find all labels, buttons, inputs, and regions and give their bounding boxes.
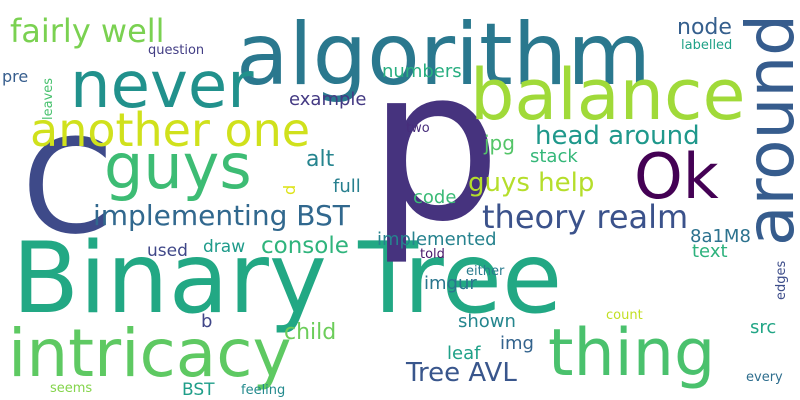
word-either: either bbox=[466, 264, 505, 279]
word-stack: stack bbox=[530, 146, 578, 167]
word-never: never bbox=[70, 49, 254, 123]
word-img: img bbox=[500, 333, 534, 354]
word-implemented: implemented bbox=[377, 229, 497, 250]
word-jpg: jpg bbox=[483, 131, 515, 155]
word-c: C bbox=[22, 111, 113, 263]
word-guys-help: guys help bbox=[468, 168, 594, 198]
word-leaves: leaves bbox=[41, 78, 56, 120]
word-two: two bbox=[406, 121, 430, 136]
word-imgur: imgur bbox=[424, 273, 477, 294]
word-theory-realm: theory realm bbox=[482, 198, 688, 236]
word-guys: guys bbox=[104, 130, 252, 203]
word-tree-avl: Tree AVL bbox=[405, 358, 517, 388]
word-numbers: numbers bbox=[382, 61, 462, 82]
word-question: question bbox=[148, 43, 204, 58]
word-text: text bbox=[692, 241, 728, 262]
word-balance: balance bbox=[470, 54, 746, 136]
word-code: code bbox=[413, 187, 456, 208]
word-feeling: feeling bbox=[241, 383, 285, 398]
word-8a1m8: 8a1M8 bbox=[690, 226, 751, 247]
word-head-around: head around bbox=[535, 121, 700, 151]
word-implementing-bst: implementing BST bbox=[93, 199, 351, 232]
word-p: p bbox=[368, 23, 501, 268]
word-count: count bbox=[606, 308, 643, 323]
word-fairly-well: fairly well bbox=[10, 12, 165, 50]
word-intricacy: intricacy bbox=[8, 315, 292, 392]
word-d: d bbox=[280, 185, 299, 195]
word-every: every bbox=[746, 370, 783, 385]
word-b: b bbox=[201, 311, 212, 332]
word-ok: Ok bbox=[634, 140, 719, 213]
word-console: console bbox=[261, 233, 349, 259]
word-example: example bbox=[289, 89, 366, 110]
word-bst: BST bbox=[182, 380, 215, 400]
word-algorithm: algorithm bbox=[236, 5, 651, 105]
word-around: around bbox=[732, 14, 800, 246]
word-seems: seems bbox=[50, 381, 92, 396]
word-told: told bbox=[420, 247, 445, 262]
word-draw: draw bbox=[203, 237, 245, 257]
word-child: child bbox=[284, 320, 336, 345]
word-labelled: labelled bbox=[681, 38, 732, 53]
word-binary-tree: Binary Tree bbox=[12, 222, 562, 336]
word-src: src bbox=[750, 317, 776, 338]
word-another-one: another one bbox=[30, 103, 310, 157]
word-node: node bbox=[677, 15, 732, 40]
word-full: full bbox=[333, 176, 361, 197]
word-pre: pre bbox=[2, 67, 28, 86]
word-leaf: leaf bbox=[447, 343, 481, 364]
word-used: used bbox=[147, 241, 188, 261]
word-alt: alt bbox=[306, 147, 335, 172]
word-edges: edges bbox=[774, 261, 789, 301]
word-shown: shown bbox=[458, 311, 516, 332]
word-thing: thing bbox=[548, 316, 715, 391]
